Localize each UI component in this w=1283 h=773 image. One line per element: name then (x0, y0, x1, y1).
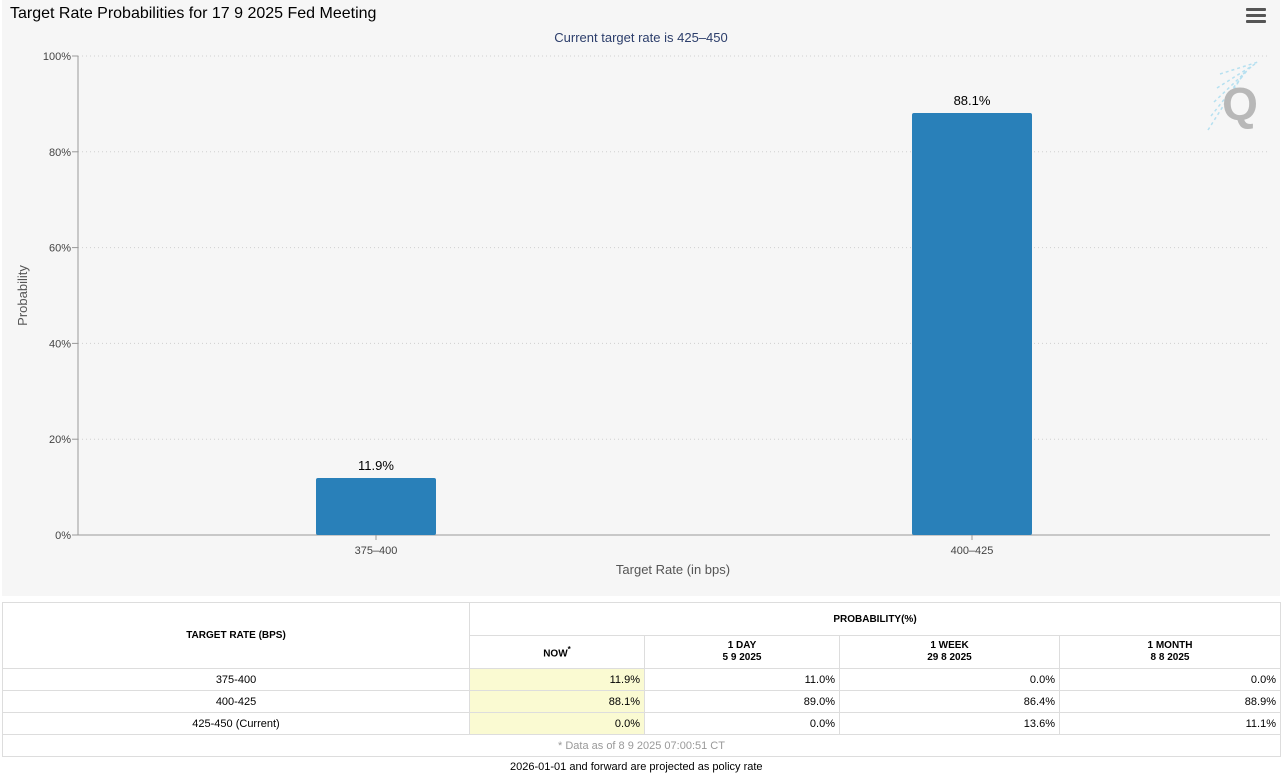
column-header-0: NOW* (469, 635, 645, 669)
chart-panel (2, 0, 1280, 596)
column-header-label: 1 WEEK (930, 640, 969, 651)
bar-0 (316, 477, 436, 535)
y-tick-label: 100% (43, 51, 71, 63)
table-row: 375-400 11.9% 11.0% 0.0% 0.0% (2, 668, 1281, 691)
x-tick-label: 375–400 (355, 545, 398, 557)
bar-1 (912, 113, 1032, 535)
column-header-3: 1 MONTH 8 8 2025 (1059, 635, 1281, 669)
data-label: 11.9% (358, 458, 394, 473)
column-header-label: 1 MONTH (1147, 640, 1193, 651)
probability-cell: 11.0% (644, 668, 840, 691)
column-header-date: 29 8 2025 (927, 652, 972, 663)
watermark-stroke (1213, 65, 1253, 103)
data-timestamp-footnote: * Data as of 8 9 2025 07:00:51 CT (2, 734, 1281, 757)
projection-note: 2026-01-01 and forward are projected as … (510, 761, 763, 773)
probability-column-header: PROBABILITY(%) (469, 602, 1281, 636)
chart-subtitle: Current target rate is 425–450 (554, 30, 727, 45)
column-header-2: 1 WEEK 29 8 2025 (839, 635, 1060, 669)
x-axis-title: Target Rate (in bps) (616, 562, 730, 577)
column-header-date: 5 9 2025 (722, 652, 762, 663)
column-header-date: 8 8 2025 (1150, 652, 1190, 663)
hamburger-icon (1246, 8, 1266, 11)
y-axis-title: Probability (15, 265, 30, 326)
rate-cell: 375-400 (2, 668, 470, 691)
probability-cell: 11.1% (1059, 712, 1281, 735)
page-title: Target Rate Probabilities for 17 9 2025 … (10, 5, 377, 22)
rate-cell: 400-425 (2, 690, 470, 713)
watermark-stroke (1219, 61, 1259, 75)
chart-menu-button[interactable] (1246, 8, 1266, 26)
watermark-stroke (1210, 67, 1250, 117)
rate-cell: 425-450 (Current) (2, 712, 470, 735)
probability-cell: 89.0% (644, 690, 840, 713)
watermark-logo-icon: Q (1207, 61, 1259, 131)
y-tick-label: 80% (49, 147, 71, 159)
y-tick-label: 0% (55, 530, 71, 542)
watermark-letter: Q (1222, 78, 1258, 130)
probability-cell: 11.9% (469, 668, 645, 691)
column-header-label: 1 DAY (727, 640, 757, 651)
probability-cell: 0.0% (644, 712, 840, 735)
probability-cell: 13.6% (839, 712, 1060, 735)
y-tick-label: 60% (49, 243, 71, 255)
probability-cell: 88.9% (1059, 690, 1281, 713)
watermark-stroke (1216, 63, 1256, 89)
probability-cell: 86.4% (839, 690, 1060, 713)
table-row: 425-450 (Current) 0.0% 0.0% 13.6% 11.1% (2, 712, 1281, 735)
y-tick-label: 20% (49, 434, 71, 446)
x-tick-label: 400–425 (951, 545, 994, 557)
column-header-marker: * (567, 644, 571, 654)
probability-table-container: TARGET RATE (BPS) PROBABILITY(%) NOW* 1 D… (2, 602, 1281, 757)
subheader-row: NOW* 1 DAY 5 9 2025 1 WEEK 29 8 2025 1 MONTH 8… (3, 635, 1281, 669)
probability-cell: 88.1% (469, 690, 645, 713)
data-label: 88.1% (954, 93, 991, 108)
probability-table: TARGET RATE (BPS) PROBABILITY(%) NOW* 1 D… (2, 602, 1281, 757)
table-row: 400-425 88.1% 89.0% 86.4% 88.9% (2, 690, 1281, 713)
hamburger-icon-line (1246, 20, 1266, 23)
hamburger-icon-line (1246, 14, 1266, 17)
column-header-1: 1 DAY 5 9 2025 (644, 635, 840, 669)
bar-chart: 0% 20% 40% 60% 80% 100% 11.9% 375–400 88.1% 400–4… (15, 30, 1270, 577)
probability-cell: 0.0% (1059, 668, 1281, 691)
probability-cell: 0.0% (469, 712, 645, 735)
y-tick-label: 40% (49, 338, 71, 350)
column-header-label: NOW (543, 648, 568, 660)
table-body: 375-400 11.9% 11.0% 0.0% 0.0% 400-425 88.1% 89.… (2, 668, 1281, 735)
rate-column-header: TARGET RATE (BPS) (2, 602, 470, 669)
probability-cell: 0.0% (839, 668, 1060, 691)
